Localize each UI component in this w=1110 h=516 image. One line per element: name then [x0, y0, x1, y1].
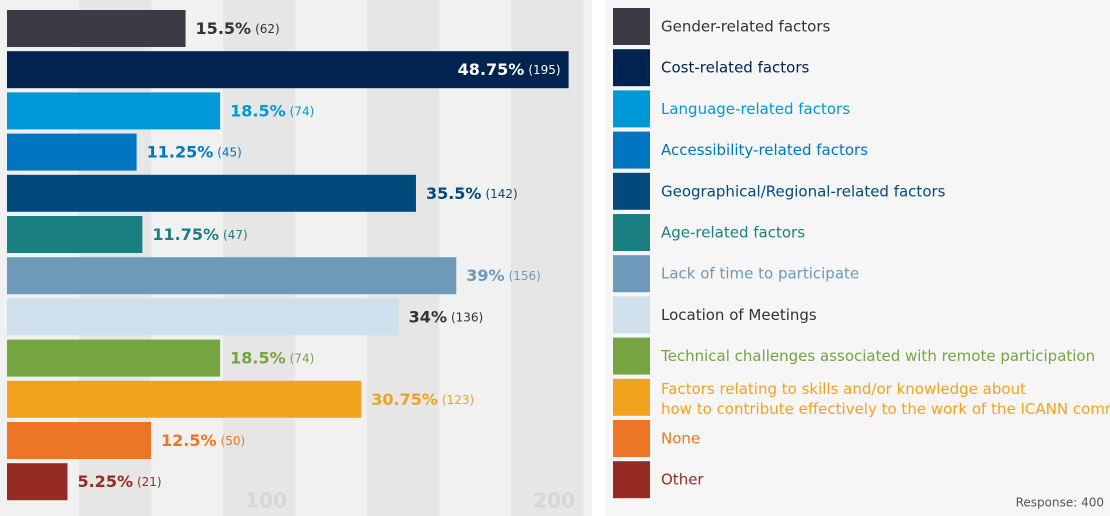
percent-label: 35.5%	[426, 183, 482, 202]
percent-label: 18.5%	[230, 348, 286, 367]
note: Response: 400	[1016, 496, 1104, 510]
x-tick-label: 200	[533, 489, 575, 513]
percent-label: 30.75%	[371, 389, 438, 408]
percent-label: 11.25%	[147, 142, 214, 161]
percent-label: 12.5%	[161, 431, 217, 450]
value-label: 48.75% (195)	[458, 60, 561, 79]
value-label: 12.5% (50)	[161, 431, 245, 450]
count-label: (74)	[290, 104, 315, 118]
value-label: 39% (156)	[466, 266, 541, 285]
legend-swatch	[613, 255, 650, 293]
value-label: 18.5% (74)	[230, 348, 314, 367]
percent-label: 48.75%	[458, 60, 525, 79]
count-label: (21)	[137, 475, 162, 489]
legend-label: Factors relating to skills and/or knowle…	[661, 379, 1110, 417]
bar	[7, 422, 151, 459]
legend-swatch	[613, 296, 650, 334]
legend-label: Language-related factors	[661, 100, 850, 118]
legend-label: Other	[661, 471, 704, 489]
legend-swatch	[613, 131, 650, 169]
legend-label: Gender-related factors	[661, 18, 830, 36]
value-label: 11.75% (47)	[152, 225, 247, 244]
legend-swatch	[613, 8, 650, 45]
count-label: (47)	[223, 228, 248, 242]
legend-swatch	[613, 337, 650, 375]
value-label: 11.25% (45)	[147, 142, 242, 161]
bar	[7, 339, 221, 377]
legend-label: None	[661, 430, 700, 448]
legend-bg	[605, 0, 1110, 516]
legend-swatch	[613, 214, 650, 251]
legend-label-line: Factors relating to skills and/or knowle…	[661, 379, 1026, 397]
legend-swatch	[613, 378, 650, 416]
legend-swatch	[613, 49, 650, 87]
value-label: 5.25% (21)	[77, 472, 161, 491]
legend-label: Accessibility-related factors	[661, 141, 868, 159]
legend-label: Geographical/Regional-related factors	[661, 182, 946, 200]
bar	[7, 92, 221, 130]
bar	[7, 380, 362, 418]
value-label: 30.75% (123)	[371, 389, 474, 408]
percent-label: 34%	[409, 307, 447, 326]
value-label: 15.5% (62)	[196, 19, 280, 38]
legend-swatch	[613, 461, 650, 499]
percent-label: 15.5%	[196, 19, 252, 38]
legend-swatch	[613, 420, 650, 457]
value-label: 18.5% (74)	[230, 101, 314, 120]
percent-label: 39%	[466, 266, 504, 285]
legend-label: Technical challenges associated with rem…	[660, 347, 1095, 365]
legend-label: Age-related factors	[661, 224, 805, 242]
count-label: (74)	[290, 351, 315, 365]
count-label: (45)	[217, 145, 242, 159]
count-label: (136)	[451, 310, 483, 324]
bar	[7, 463, 68, 501]
bar	[7, 298, 399, 336]
value-label: 35.5% (142)	[426, 183, 518, 202]
percent-label: 11.75%	[152, 225, 219, 244]
bar	[7, 257, 457, 295]
bar	[7, 216, 143, 253]
legend-swatch	[613, 90, 650, 128]
bar	[7, 174, 416, 212]
count-label: (195)	[528, 63, 560, 77]
percent-label: 5.25%	[77, 472, 133, 491]
legend-swatch	[613, 172, 650, 210]
count-label: (62)	[255, 22, 280, 36]
bar	[7, 10, 186, 47]
count-label: (156)	[509, 269, 541, 283]
legend-label: Location of Meetings	[661, 306, 817, 324]
bar	[7, 51, 569, 89]
count-label: (50)	[221, 434, 246, 448]
count-label: (123)	[442, 392, 474, 406]
legend-label-line: how to contribute effectively to the wor…	[661, 399, 1110, 417]
bar	[7, 133, 137, 171]
x-tick-label: 100	[245, 489, 287, 513]
legend-label: Lack of time to participate	[661, 265, 859, 283]
legend-label: Cost-related factors	[661, 59, 810, 77]
value-label: 34% (136)	[409, 307, 484, 326]
count-label: (142)	[485, 186, 517, 200]
percent-label: 18.5%	[230, 101, 286, 120]
